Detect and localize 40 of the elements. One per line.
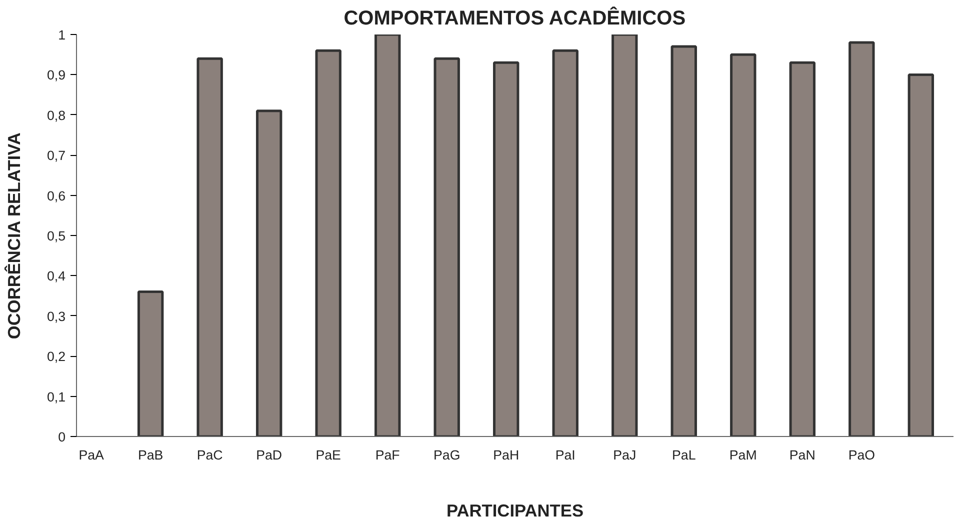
y-tick-label: 0,4 [46,268,66,284]
y-axis-title: OCORRÊNCIA RELATIVA [4,132,24,340]
x-tick-label: PaI [555,448,576,462]
x-tick-label: PaG [434,448,460,462]
y-tick-label: 1 [58,28,66,42]
x-tick-label: PaH [493,448,520,462]
bar [908,73,934,436]
x-tick-label: PaA [78,448,104,462]
x-tick-label: PaD [256,448,282,462]
x-tick-label: PaF [375,448,400,462]
x-tick-label: PaB [138,448,164,462]
y-tick-label: 0,7 [46,148,66,164]
x-tick-label: PaL [672,448,696,462]
x-tick-label: PaN [789,448,816,462]
bar [256,110,282,436]
x-tick-label: PaM [729,448,757,462]
chart-title: COMPORTAMENTOS ACADÊMICOS [344,6,686,30]
y-tick-label: 0,1 [46,389,66,404]
y-tick-label: 0 [58,430,66,444]
bar [434,57,460,436]
x-tick-label: PaJ [613,448,636,462]
bar [196,57,223,436]
x-tick-label: PaE [316,448,342,462]
bar [730,53,756,436]
y-tick-label: 0,9 [46,68,66,83]
y-tick-label: 0,3 [46,308,66,324]
bar [789,61,816,436]
x-tick-label: PaC [196,448,224,462]
bar [848,41,875,436]
bar [137,290,164,436]
y-tick-label: 0,5 [46,228,66,244]
bar [552,49,578,436]
bar [315,49,342,436]
y-tick-label: 0,6 [46,188,66,204]
bar [670,45,697,436]
x-axis-title: PARTICIPANTES [446,500,584,520]
y-tick-label: 0,8 [46,108,66,123]
x-tick-label: PaO [848,448,875,462]
y-tick-label: 0,2 [46,349,66,364]
bar [493,61,520,436]
